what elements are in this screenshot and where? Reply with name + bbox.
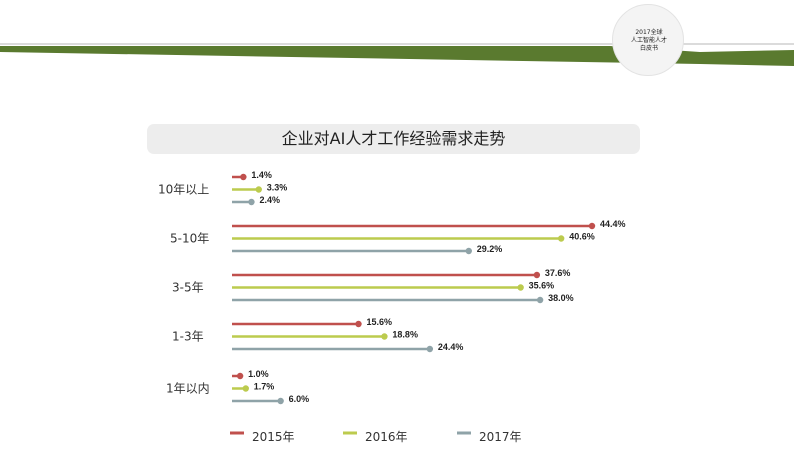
bar-end-dot — [381, 333, 388, 340]
category-label: 5-10年 — [170, 232, 209, 246]
category-label: 1年以内 — [166, 382, 210, 396]
bar-end-dot — [236, 372, 244, 380]
value-label: 6.0% — [289, 394, 310, 404]
chart-title-banner: 企业对AI人才工作经验需求走势 — [147, 124, 640, 154]
bar-end-dot — [517, 284, 524, 291]
bar-end-dot — [242, 385, 249, 392]
value-label: 35.6% — [529, 281, 555, 291]
bar-end-dot — [465, 247, 472, 255]
bar-end-dot — [240, 173, 247, 181]
category-label: 3-5年 — [172, 281, 204, 295]
value-label: 18.8% — [392, 330, 418, 340]
legend-label: 2016年 — [365, 430, 408, 444]
bar-end-dot — [355, 320, 362, 328]
value-label: 3.3% — [267, 183, 288, 193]
bar-end-dot — [588, 222, 596, 230]
legend-label: 2017年 — [479, 430, 522, 444]
category-label: 10年以上 — [158, 183, 209, 197]
value-label: 29.2% — [477, 244, 503, 254]
value-label: 44.4% — [600, 219, 626, 229]
bar-end-dot — [255, 186, 262, 193]
value-label: 2.4% — [259, 195, 280, 205]
value-label: 38.0% — [548, 293, 574, 303]
logo-text-3: 白皮书 — [639, 45, 658, 52]
bar-end-dot — [557, 235, 565, 242]
header-green-band — [0, 46, 794, 66]
bar-end-dot — [533, 271, 541, 279]
value-label: 1.7% — [254, 382, 275, 392]
value-label: 40.6% — [569, 232, 595, 242]
value-label: 24.4% — [438, 342, 464, 352]
bar-end-dot — [248, 198, 255, 206]
value-label: 37.6% — [545, 268, 571, 278]
logo-text-1: 2017全球 — [635, 29, 663, 36]
chart-title: 企业对AI人才工作经验需求走势 — [281, 129, 506, 148]
value-label: 1.0% — [248, 369, 269, 379]
category-label: 1-3年 — [172, 330, 204, 344]
bar-end-dot — [277, 397, 284, 405]
value-label: 1.4% — [251, 170, 272, 180]
logo-text-2: 人工智能人才 — [630, 37, 667, 44]
bar-end-dot — [426, 345, 434, 353]
bar-end-dot — [536, 296, 544, 304]
value-label: 15.6% — [366, 317, 392, 327]
legend-label: 2015年 — [252, 430, 295, 444]
report-logo: 2017全球 人工智能人才 白皮书 — [612, 4, 684, 76]
